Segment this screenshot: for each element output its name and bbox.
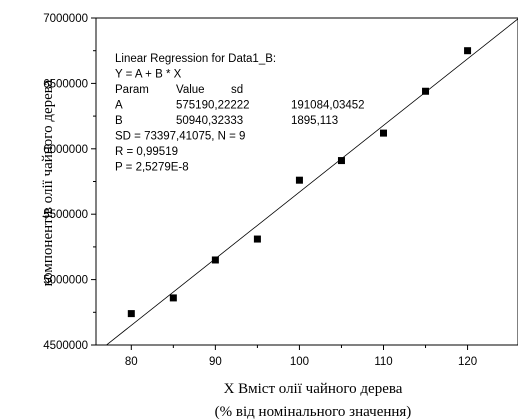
x-tick-label: 110 (374, 356, 392, 368)
x-tick-label: 100 (290, 356, 309, 368)
regression-annotation-cell: sd (231, 84, 243, 96)
regression-annotation-line: Linear Regression for Data1_B: (115, 53, 276, 65)
regression-annotation-cell: A (115, 100, 123, 112)
data-point (211, 256, 219, 264)
y-axis-title: компонентів олії чайного дерева (40, 79, 56, 286)
regression-annotation-cell: Value (176, 84, 205, 96)
y-tick-label: 5500000 (43, 209, 88, 221)
y-tick-label: 5000000 (43, 275, 88, 287)
x-axis-title-line2: (% від номінального значення) (215, 404, 412, 420)
regression-annotation-cell: Param (115, 84, 149, 96)
regression-annotation-line: P = 2,5279E-8 (115, 162, 189, 174)
regression-annotation-cell: 191084,03452 (291, 100, 365, 112)
plot-frame (95, 17, 518, 346)
data-point (253, 235, 261, 243)
data-point (169, 294, 177, 302)
x-tick-label: 120 (458, 356, 477, 368)
y-tick-label: 7000000 (43, 13, 88, 25)
y-tick-label: 4500000 (43, 340, 88, 352)
data-point (422, 87, 430, 95)
regression-line (105, 18, 518, 345)
y-tick-label: 6500000 (43, 78, 88, 90)
data-point (464, 47, 472, 55)
regression-annotation-cell: 1895,113 (291, 115, 338, 127)
data-point (337, 157, 345, 165)
x-axis-title-line1: X Вміст олії чайного дерева (224, 381, 403, 397)
x-tick-label: 80 (125, 356, 138, 368)
data-point (379, 129, 387, 137)
x-tick-label: 90 (209, 356, 222, 368)
regression-annotation-line: R = 0,99519 (115, 146, 178, 158)
regression-annotation-line: Y = A + B * X (115, 69, 182, 81)
data-point (127, 310, 135, 318)
y-tick-label: 6000000 (43, 144, 88, 156)
regression-annotation-cell: B (115, 115, 123, 127)
regression-annotation-line: SD = 73397,41075, N = 9 (115, 131, 245, 143)
regression-annotation-cell: 50940,32333 (176, 115, 243, 127)
regression-annotation-cell: 575190,22222 (176, 100, 250, 112)
data-point (295, 176, 303, 184)
